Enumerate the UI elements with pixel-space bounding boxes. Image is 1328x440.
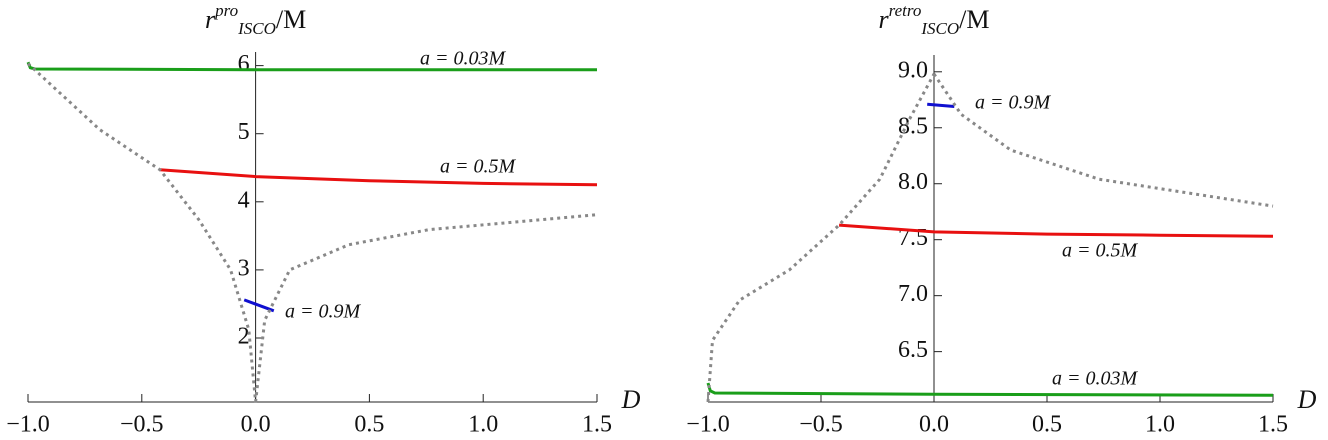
y-tick-label: 9.0 (898, 57, 928, 83)
y-label-part: retro (889, 1, 922, 20)
x-tick-label: 1.5 (582, 412, 612, 438)
series-label: a = 0.03M (1052, 368, 1138, 390)
x-tick-label: −1.0 (686, 412, 730, 438)
series-label: a = 0.9M (975, 92, 1051, 114)
x-axis-label: D (621, 385, 641, 414)
isco-line (26, 61, 597, 72)
x-tick-label: −0.5 (120, 412, 164, 438)
isco-line (159, 168, 598, 187)
series-label: a = 0.9M (285, 301, 361, 323)
isco-line (706, 382, 1274, 397)
y-tick-label: 7.0 (898, 281, 928, 307)
x-tick-label: 0.0 (919, 412, 949, 438)
series-label: a = 0.03M (420, 48, 506, 70)
x-tick-label: 0.5 (354, 412, 384, 438)
y-label-part: ISCO (920, 19, 959, 38)
y-label-part: ISCO (237, 19, 276, 38)
y-label-part: /M (276, 5, 306, 34)
y-tick-label: 5 (238, 119, 250, 145)
x-tick-label: −0.5 (799, 412, 843, 438)
y-tick-label: 2 (238, 323, 250, 349)
isco-line (927, 102, 955, 108)
y-label-part: r (205, 5, 216, 34)
x-tick-label: 0.0 (241, 412, 271, 438)
isco-line (838, 223, 1274, 238)
x-tick-label: −1.0 (6, 412, 50, 438)
series-label: a = 0.5M (440, 156, 516, 178)
x-tick-label: 1.0 (1145, 412, 1175, 438)
y-label-part: r (879, 5, 890, 34)
boundary-curve (26, 62, 598, 403)
x-tick-label: 1.0 (468, 412, 498, 438)
series-label: a = 0.5M (1062, 240, 1138, 262)
y-label-part: pro (214, 1, 238, 20)
y-tick-label: 4 (238, 187, 250, 213)
y-label-part: /M (959, 5, 989, 34)
y-tick-label: 8.5 (898, 113, 928, 139)
y-tick-label: 3 (238, 255, 250, 281)
y-axis-label: rproISCO/M (205, 1, 306, 38)
y-tick-label: 6 (238, 51, 250, 77)
x-tick-label: 1.5 (1258, 412, 1288, 438)
y-tick-label: 8.0 (898, 169, 928, 195)
y-axis-label: rretroISCO/M (879, 1, 990, 38)
isco-line (243, 298, 275, 313)
y-tick-label: 6.5 (898, 337, 928, 363)
x-tick-label: 0.5 (1032, 412, 1062, 438)
x-axis-label: D (1297, 385, 1317, 414)
boundary-curve (706, 73, 1274, 403)
